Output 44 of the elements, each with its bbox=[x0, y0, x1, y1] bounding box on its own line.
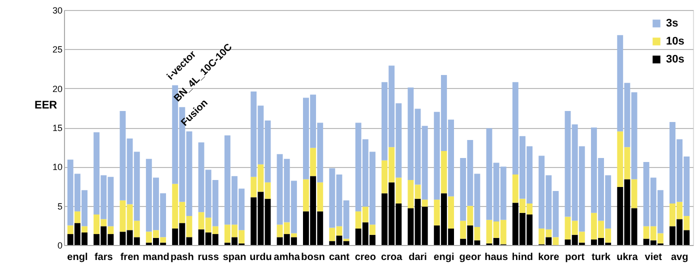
x-tick-label: dari bbox=[408, 252, 428, 263]
x-tick-label: urdu bbox=[250, 252, 272, 263]
bar bbox=[310, 148, 316, 176]
y-tick-label: 30 bbox=[52, 6, 62, 16]
x-tick-label: geor bbox=[459, 252, 482, 263]
x-tick-label: kore bbox=[538, 252, 560, 263]
y-tick-label: 5 bbox=[57, 201, 62, 212]
x-tick-label: amha bbox=[274, 252, 300, 263]
legend-label: 3s bbox=[666, 18, 678, 30]
bar bbox=[74, 211, 80, 224]
y-tick-label: 15 bbox=[52, 123, 62, 133]
bar bbox=[474, 226, 480, 240]
legend-label: 30s bbox=[666, 54, 684, 66]
x-tick-label: creo bbox=[354, 252, 376, 263]
bar bbox=[303, 179, 309, 212]
x-tick-label: avg bbox=[670, 252, 688, 263]
bar bbox=[448, 196, 454, 229]
bar bbox=[440, 151, 447, 194]
x-tick-label: bosn bbox=[301, 252, 325, 263]
bar bbox=[631, 179, 638, 208]
y-tick-label: 10 bbox=[52, 162, 62, 172]
x-tick-label: engl bbox=[67, 252, 88, 263]
x-tick-label: mand bbox=[142, 252, 170, 263]
x-tick-label: hind bbox=[512, 252, 534, 263]
y-axis-title: EER bbox=[34, 100, 58, 112]
x-tick-label: cant bbox=[328, 252, 350, 263]
y-tick-label: 25 bbox=[52, 44, 62, 55]
x-tick-label: engi bbox=[434, 252, 454, 263]
legend-label: 10s bbox=[666, 36, 684, 48]
x-tick-label: ukra bbox=[616, 252, 638, 263]
x-tick-label: russ bbox=[198, 252, 220, 263]
x-tick-label: viet bbox=[644, 252, 663, 263]
bar bbox=[67, 225, 74, 234]
x-tick-label: turk bbox=[592, 252, 611, 263]
x-tick-label: pash bbox=[170, 252, 194, 263]
x-tick-label: span bbox=[222, 252, 246, 263]
x-tick-label: port bbox=[565, 252, 586, 263]
x-tick-label: croa bbox=[381, 252, 403, 263]
y-tick-label: 20 bbox=[52, 84, 62, 94]
x-tick-label: fars bbox=[94, 252, 114, 263]
bar bbox=[552, 237, 559, 245]
x-tick-label: fren bbox=[120, 252, 140, 263]
y-tick-label: 0 bbox=[57, 240, 62, 250]
x-tick-label: haus bbox=[484, 252, 508, 263]
